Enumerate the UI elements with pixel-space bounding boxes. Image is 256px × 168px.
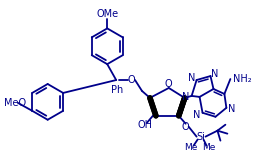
- Text: Me: Me: [202, 143, 215, 152]
- Text: Ph: Ph: [111, 85, 123, 95]
- Text: N: N: [211, 69, 219, 79]
- Text: N: N: [193, 110, 200, 120]
- Text: O: O: [182, 122, 189, 132]
- Text: OMe: OMe: [96, 9, 118, 18]
- Text: MeO: MeO: [4, 98, 26, 108]
- Text: N: N: [188, 73, 196, 83]
- Text: N: N: [182, 92, 190, 102]
- Text: N: N: [228, 104, 236, 114]
- Text: O: O: [127, 75, 135, 85]
- Text: NH₂: NH₂: [233, 74, 252, 84]
- Text: Me: Me: [184, 143, 197, 152]
- Text: Si: Si: [196, 132, 205, 142]
- Text: OH: OH: [137, 120, 153, 130]
- Text: O: O: [165, 79, 173, 89]
